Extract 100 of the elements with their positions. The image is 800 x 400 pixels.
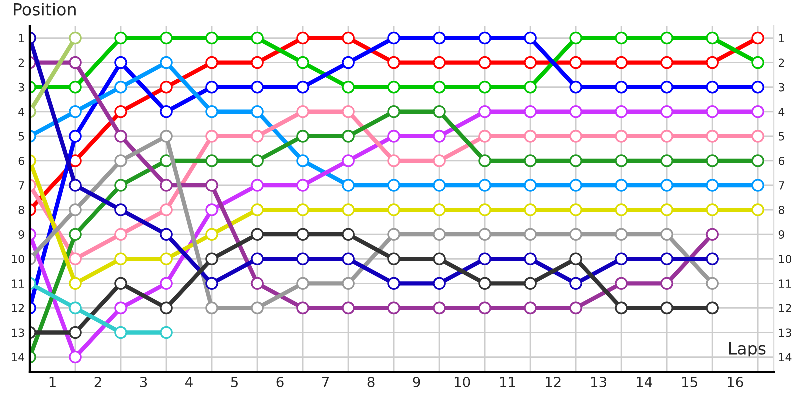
point <box>342 154 355 168</box>
point <box>660 154 674 168</box>
point <box>160 302 173 315</box>
point <box>160 326 173 340</box>
point <box>69 252 82 266</box>
y2-tick-label: 14 <box>779 353 792 362</box>
y-tick-label: 4 <box>18 108 25 116</box>
point <box>296 204 310 216</box>
point <box>478 56 492 70</box>
point <box>296 302 310 315</box>
point <box>69 80 82 94</box>
point <box>660 32 674 45</box>
point <box>615 80 628 94</box>
y-tick-label: 12 <box>12 304 24 312</box>
point <box>478 204 492 216</box>
point <box>160 252 173 266</box>
y2-tick-label: 12 <box>779 304 792 312</box>
point <box>69 179 82 192</box>
point <box>706 277 719 290</box>
point <box>478 154 492 168</box>
point <box>114 56 128 70</box>
point <box>388 130 400 143</box>
point <box>752 154 764 168</box>
point <box>296 228 310 241</box>
point <box>478 80 492 94</box>
point <box>160 154 173 168</box>
point <box>251 80 264 94</box>
y-tick-label: 10 <box>12 255 24 264</box>
point <box>524 130 537 143</box>
point <box>69 204 82 216</box>
point <box>570 56 582 70</box>
point <box>160 130 173 143</box>
point <box>206 302 218 315</box>
y-tick-label: 1 <box>19 34 24 42</box>
point <box>615 130 628 143</box>
point <box>206 56 218 70</box>
point <box>69 277 82 290</box>
point <box>388 32 400 45</box>
point <box>388 80 400 94</box>
point <box>251 56 264 70</box>
x-tick-label: 3 <box>140 376 148 388</box>
y2-tick-label: 13 <box>779 328 792 338</box>
point <box>388 56 400 70</box>
point <box>433 154 446 168</box>
point <box>296 130 310 143</box>
point <box>342 179 355 192</box>
point <box>342 32 355 45</box>
point <box>160 80 173 94</box>
x-tick-label: 14 <box>637 377 652 388</box>
point <box>478 228 492 241</box>
point <box>660 228 674 241</box>
point <box>342 105 355 118</box>
point <box>570 32 582 45</box>
point <box>388 179 400 192</box>
point <box>114 326 128 340</box>
point <box>706 228 719 241</box>
x-tick-label: 10 <box>454 376 470 388</box>
point <box>706 56 719 70</box>
point <box>388 302 400 315</box>
point <box>524 32 537 45</box>
point <box>752 105 764 118</box>
point <box>296 80 310 94</box>
point <box>206 204 218 216</box>
point <box>342 302 355 315</box>
point <box>524 204 537 216</box>
x-tick-label: 1 <box>50 377 56 388</box>
point <box>251 277 264 290</box>
point <box>433 277 446 290</box>
point <box>251 179 264 192</box>
point <box>615 179 628 192</box>
y2-tick-label: 11 <box>779 280 792 288</box>
y-tick-label: 13 <box>12 328 24 338</box>
point <box>524 277 537 290</box>
point <box>433 130 446 143</box>
point <box>114 204 128 216</box>
point <box>114 252 128 266</box>
point <box>251 32 264 45</box>
y-axis-title: Position <box>14 2 76 16</box>
point <box>524 80 537 94</box>
point <box>251 302 264 315</box>
point <box>570 179 582 192</box>
point <box>433 32 446 45</box>
y-tick-label: 8 <box>18 206 24 214</box>
y2-tick-label: 3 <box>779 83 784 92</box>
point <box>433 228 446 241</box>
point <box>660 277 674 290</box>
y-tick-label: 3 <box>18 83 24 92</box>
point <box>570 228 582 241</box>
point <box>615 277 628 290</box>
point <box>570 80 582 94</box>
y-tick-label: 7 <box>18 182 24 190</box>
point <box>342 204 355 216</box>
point <box>206 252 218 266</box>
point <box>706 32 719 45</box>
point <box>342 80 355 94</box>
y2-tick-label: 4 <box>778 108 785 116</box>
point <box>478 130 492 143</box>
point <box>752 80 764 94</box>
point <box>388 277 400 290</box>
point <box>160 56 173 70</box>
